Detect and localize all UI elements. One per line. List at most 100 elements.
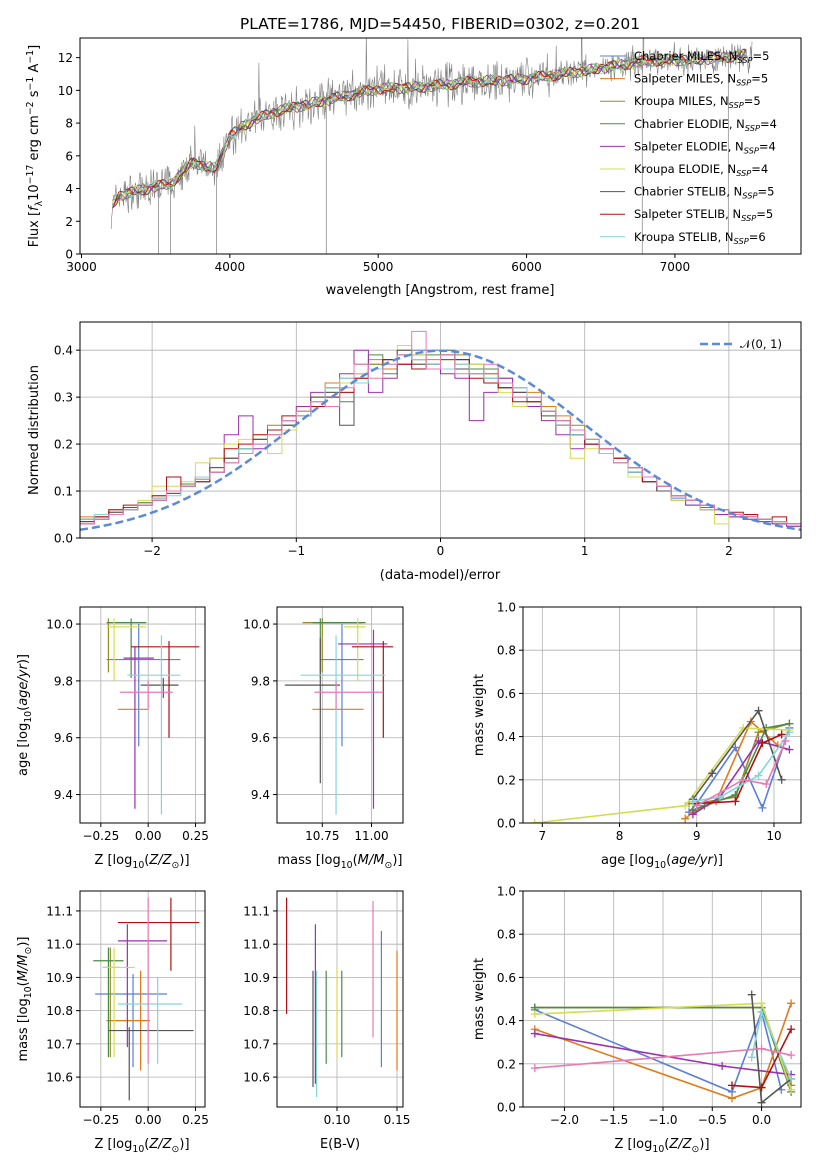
- weight-point: [739, 775, 748, 784]
- legend-label-part: SSP: [736, 78, 751, 88]
- legend-label-part: SSP: [744, 145, 759, 155]
- weight-point: [681, 814, 690, 823]
- y-tick-label: 9.6: [54, 731, 73, 745]
- axes-frame: [79, 890, 206, 1108]
- weight-point: [530, 1064, 539, 1073]
- legend-label: Salpeter ELODIE, NSSP=4: [634, 139, 776, 155]
- legend-label-part: Kroupa STELIB, N: [634, 230, 734, 244]
- legend-label-part: =4: [760, 117, 777, 131]
- label-part: Z/Z: [148, 1137, 172, 1152]
- label-part: (: [664, 1137, 669, 1152]
- weight-point: [708, 769, 717, 778]
- y-axis-label: age [log10(age/yr)]: [16, 654, 34, 776]
- label-part: )]: [16, 937, 31, 947]
- weight-point: [787, 1025, 796, 1034]
- y-tick-label: 9.8: [251, 674, 270, 688]
- y-tick-label: 10.9: [46, 971, 73, 985]
- legend-label-part: Chabrier ELODIE, N: [634, 117, 745, 131]
- label-part: age/yr: [16, 662, 31, 705]
- x-axis-label: Z [log10(Z/Z⊙)]: [94, 853, 189, 871]
- figure-title: PLATE=1786, MJD=54450, FIBERID=0302, z=0…: [240, 15, 640, 33]
- y-tick-label: 9.4: [251, 788, 270, 802]
- label-part: )]: [16, 654, 31, 664]
- x-tick-label: 10: [766, 829, 781, 843]
- y-tick-label: 0.6: [497, 971, 516, 985]
- label-part: )]: [179, 1137, 189, 1152]
- y-tick-label: 0.0: [497, 1101, 516, 1115]
- label-part: ⊙: [23, 947, 34, 955]
- label-part: age [log: [601, 853, 654, 868]
- model-spectrum-line: [112, 50, 747, 208]
- legend-label-part: Salpeter MILES, N: [634, 72, 736, 86]
- x-tick-label: −1: [287, 544, 305, 558]
- weight-line: [692, 731, 791, 803]
- weight-point: [754, 771, 763, 780]
- y-tick-label: 0.4: [54, 344, 73, 358]
- x-axis-label: Z [log10(Z/Z⊙)]: [614, 1137, 709, 1155]
- plot-area: [80, 330, 801, 538]
- label-part: 10: [27, 184, 42, 201]
- weight-point: [681, 801, 690, 810]
- y-tick-label: 9.4: [54, 788, 73, 802]
- legend-label-part: SSP: [734, 236, 749, 246]
- panel-weight-vs-z: −2.0 −1.5 −1.0 −0.5 0.0 0.0 0.2 0.4 0.6 0.8 1.0 Z […: [472, 885, 802, 1155]
- x-tick-label: 2: [725, 544, 733, 558]
- weight-point: [781, 736, 790, 745]
- x-tick-label: 0.00: [135, 829, 162, 843]
- x-tick-label: 0.00: [135, 1113, 162, 1127]
- plot-area: [530, 706, 794, 823]
- legend-label-part: SSP: [736, 168, 751, 178]
- weight-line: [696, 740, 787, 807]
- y-tick-label: 0.1: [54, 485, 73, 499]
- legend-label-part: =5: [744, 94, 761, 108]
- legend-label-part: Kroupa ELODIE, N: [634, 162, 736, 176]
- label-part: )]: [699, 1137, 709, 1152]
- x-tick-label: −1.5: [599, 1113, 628, 1127]
- weight-point: [757, 1044, 766, 1053]
- y-tick-label: 1.0: [497, 601, 516, 615]
- axes-frame: [79, 37, 802, 255]
- label-part: 10: [132, 1144, 144, 1155]
- y-tick-label: 4: [65, 182, 73, 196]
- x-tick-label: 7: [538, 829, 546, 843]
- y-tick-label: 0.4: [497, 730, 516, 744]
- x-tick-label: 8: [616, 829, 624, 843]
- x-tick-label: 10.75: [305, 829, 339, 843]
- label-part: Z/Z: [668, 1137, 692, 1152]
- x-tick-label: 6000: [511, 260, 542, 274]
- axes-frame: [522, 606, 802, 824]
- weight-point: [757, 1098, 766, 1107]
- x-tick-label: 0.15: [384, 1113, 411, 1127]
- y-axis-label: Normed distribution: [27, 365, 42, 495]
- y-axis-label: mass weight: [472, 674, 487, 756]
- x-axis-label: E(B-V): [320, 1137, 360, 1152]
- label-part: 10: [23, 986, 34, 998]
- weight-point: [688, 797, 697, 806]
- y-tick-label: 10.9: [243, 971, 270, 985]
- legend-label-part: Chabrier STELIB, N: [634, 185, 742, 199]
- legend-label-part: =5: [756, 207, 773, 221]
- panel-age-vs-z: −0.25 0.00 0.259.49.69.810.0Z [log10(Z/Z⊙)…: [16, 606, 209, 871]
- legend-label-part: SSP: [745, 123, 760, 133]
- weight-point: [530, 1010, 539, 1019]
- legend-label: Kroupa STELIB, NSSP=6: [634, 230, 766, 246]
- label-part: 10: [652, 1144, 664, 1155]
- weight-point: [757, 999, 766, 1008]
- label-part: Z/Z: [148, 853, 172, 868]
- legend-label-part: =5: [751, 72, 768, 86]
- label-part: mass [log: [16, 998, 31, 1061]
- y-tick-label: 0.3: [54, 391, 73, 405]
- label-part: A: [27, 64, 42, 77]
- y-tick-label: 10.8: [46, 1004, 73, 1018]
- label-part: (: [16, 706, 31, 711]
- plot-area: [93, 897, 200, 1101]
- label-part: 10: [23, 711, 34, 723]
- weight-point: [731, 743, 740, 752]
- weight-point: [692, 801, 701, 810]
- label-part: (: [144, 1137, 149, 1152]
- y-tick-label: 1.0: [497, 885, 516, 899]
- weight-point: [785, 728, 794, 737]
- label-part: M/M: [16, 955, 31, 982]
- y-tick-label: 2: [65, 215, 73, 229]
